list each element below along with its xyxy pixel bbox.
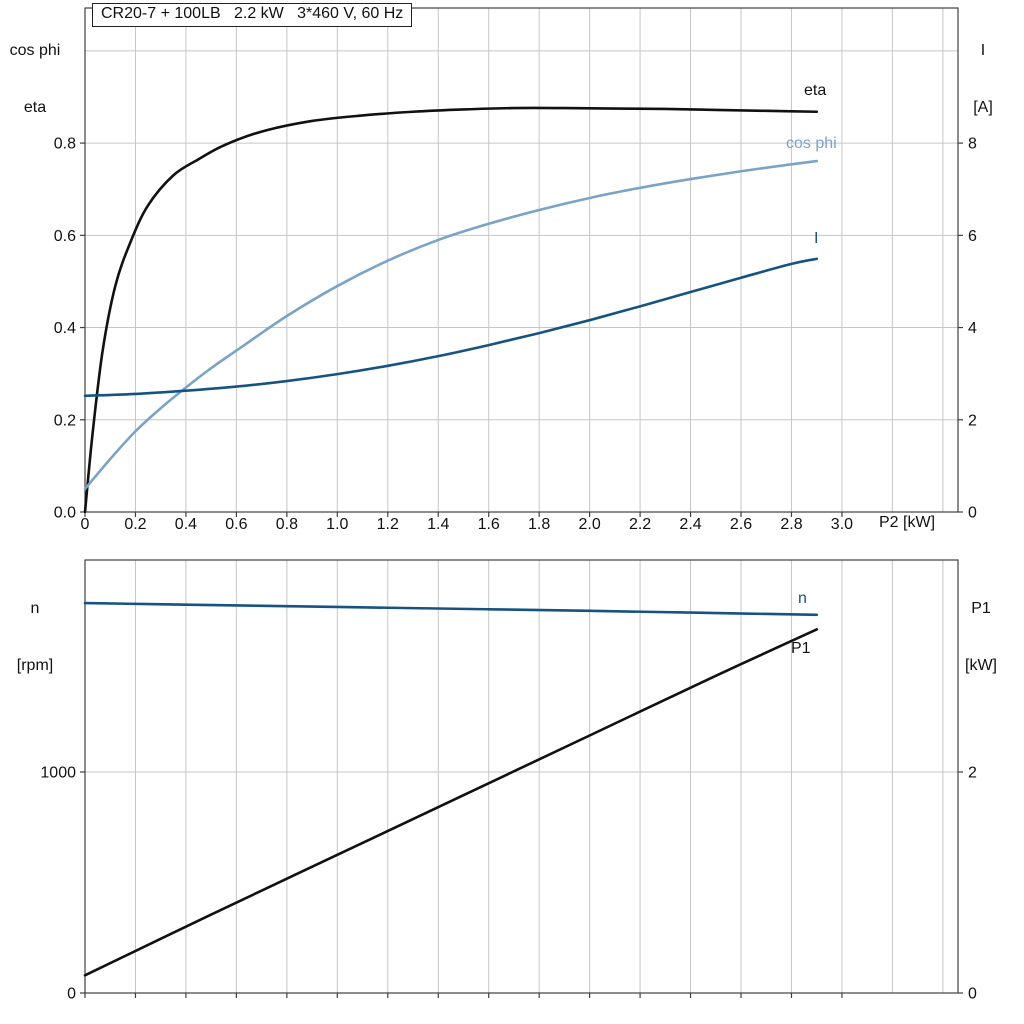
- x-tick-label: 0.6: [225, 516, 247, 533]
- y-tick-label-right: 6: [968, 228, 977, 245]
- bottom-right-axis-label: P1 [kW]: [946, 561, 1016, 713]
- axis-label-cos-phi: cos phi: [9, 42, 61, 59]
- x-tick-label: 2.2: [629, 516, 651, 533]
- eta-curve-label: eta: [804, 82, 827, 99]
- speed-curve: [83, 601, 819, 617]
- current-curve: [83, 257, 819, 398]
- y-tick-label-right: 8: [968, 136, 977, 153]
- cos-phi-curve: [83, 159, 819, 491]
- y-tick-label-left: 0.4: [54, 320, 76, 337]
- y-tick-label-left: 0.6: [54, 228, 76, 245]
- y-tick-label-left: 0: [67, 986, 76, 1003]
- x-tick-label: 1.2: [377, 516, 399, 533]
- plot-frame: [84, 7, 959, 513]
- y-tick-label-left: 0.2: [54, 412, 76, 429]
- chart-title-box: CR20-7 + 100LB 2.2 kW 3*460 V, 60 Hz: [92, 3, 413, 27]
- axis-label-eta: eta: [23, 99, 47, 116]
- current-curve-label: I: [814, 230, 819, 247]
- y-tick-label-left: 1000: [40, 764, 76, 781]
- x-tick-label: 1.0: [326, 516, 348, 533]
- cos-phi-curve-label: cos phi: [786, 135, 837, 152]
- axis-label-current: I: [980, 42, 986, 59]
- axis-label-speed: n: [30, 600, 40, 617]
- x-tick-label: 1.4: [427, 516, 449, 533]
- axis-label-p1: P1: [971, 600, 991, 617]
- x-tick-label: 1.8: [528, 516, 550, 533]
- p1-curve: [83, 628, 819, 977]
- y-tick-label-right: 4: [968, 320, 977, 337]
- x-tick-label: 2.4: [679, 516, 701, 533]
- y-tick-label-right: 2: [968, 764, 977, 781]
- top-left-axis-label: cos phi eta: [0, 3, 70, 155]
- x-tick-label: 0.2: [124, 516, 146, 533]
- x-tick-label: 0.8: [276, 516, 298, 533]
- p1-curve-label: P1: [791, 640, 811, 657]
- x-tick-label: 0: [81, 516, 90, 533]
- speed-curve-label: n: [798, 590, 807, 607]
- y-tick-label-left: 0.8: [54, 136, 76, 153]
- top-right-axis-label: I [A]: [948, 3, 1018, 155]
- x-tick-label: 3.0: [831, 516, 853, 533]
- y-tick-label-left: 0.0: [54, 505, 76, 522]
- plot-frame: [84, 559, 959, 994]
- bottom-left-axis-label: n [rpm]: [0, 561, 70, 713]
- y-tick-label-right: 0: [968, 505, 977, 522]
- x-tick-label: 2.6: [730, 516, 752, 533]
- y-tick-label-right: 2: [968, 412, 977, 429]
- x-tick-label: 2.0: [578, 516, 600, 533]
- x-tick-label: 0.4: [175, 516, 197, 533]
- eta-curve: [83, 106, 819, 514]
- x-tick-label: 1.6: [478, 516, 500, 533]
- x-axis-label: P2 [kW]: [879, 514, 936, 531]
- x-tick-label: 2.8: [780, 516, 802, 533]
- y-tick-label-right: 0: [968, 986, 977, 1003]
- axis-label-rpm-unit: [rpm]: [16, 657, 54, 674]
- axis-label-kw-unit: [kW]: [965, 657, 997, 674]
- axis-label-ampere-unit: [A]: [973, 99, 993, 116]
